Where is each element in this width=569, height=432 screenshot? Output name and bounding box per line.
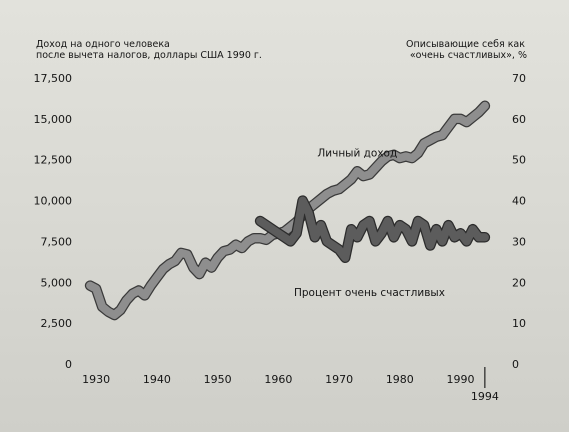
series-annotation: Личный доход — [317, 147, 397, 159]
series-annotation: Процент очень счастливых — [294, 287, 445, 299]
y-right-tick-label: 60 — [512, 113, 526, 126]
y-left-tick-label: 17,500 — [34, 72, 73, 85]
series-line — [256, 196, 489, 262]
y-right-tick-label: 0 — [512, 358, 519, 371]
x-tick-label: 1990 — [447, 373, 475, 386]
y-right-axis-label-line2: «очень счастливых», % — [410, 50, 527, 61]
x-tick-label: 1950 — [204, 373, 232, 386]
y-left-tick-label: 5,000 — [41, 276, 73, 289]
x-tick-label: 1930 — [82, 373, 110, 386]
y-right-tick-label: 40 — [512, 195, 526, 208]
x-tick-label-1994: 1994 — [471, 390, 499, 403]
y-left-tick-label: 15,000 — [34, 113, 73, 126]
y-left-tick-label: 7,500 — [41, 235, 73, 248]
y-left-tick-label: 10,000 — [34, 195, 73, 208]
y-right-tick-label: 30 — [512, 235, 526, 248]
y-right-tick-label: 20 — [512, 276, 526, 289]
y-right-tick-label: 70 — [512, 72, 526, 85]
y-left-axis-label-line1: Доход на одного человека — [36, 39, 170, 50]
y-left-tick-label: 12,500 — [34, 154, 73, 167]
y-left-tick-label: 0 — [65, 358, 72, 371]
x-tick-label: 1980 — [386, 373, 414, 386]
x-tick-label: 1960 — [264, 373, 292, 386]
y-right-tick-label: 10 — [512, 317, 526, 330]
y-left-axis-label-line2: после вычета налогов, доллары США 1990 г… — [36, 50, 262, 61]
x-tick-label: 1940 — [143, 373, 171, 386]
y-left-tick-label: 2,500 — [41, 317, 73, 330]
y-right-axis-label-line1: Описывающие себя как — [406, 39, 525, 50]
y-right-tick-label: 50 — [512, 154, 526, 167]
series-line — [86, 101, 489, 319]
x-tick-label: 1970 — [325, 373, 353, 386]
